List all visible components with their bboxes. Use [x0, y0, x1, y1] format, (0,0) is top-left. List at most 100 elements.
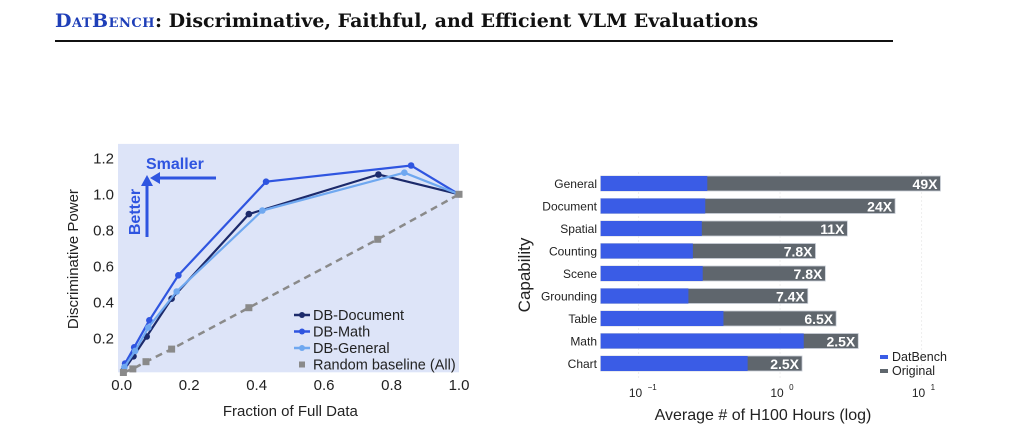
y-tick-label: 0.4 [93, 294, 114, 311]
category-label: Spatial [560, 222, 597, 236]
category-label: Scene [563, 267, 597, 281]
x-tick-label: 0.0 [111, 377, 132, 394]
bar-label: 24X [867, 199, 893, 215]
data-point [401, 169, 408, 176]
data-point [129, 365, 137, 373]
x-tick-label: 0.8 [381, 377, 402, 394]
x-tick-label: 0.4 [246, 377, 267, 394]
bar-row-table: 6.5X Table [568, 310, 837, 327]
y-tick-label: 0.6 [93, 258, 114, 275]
x-tick-label: 0.6 [314, 377, 335, 394]
category-label: Grounding [541, 290, 597, 304]
data-point [168, 345, 176, 353]
legend-marker [299, 361, 305, 368]
data-point [145, 324, 152, 331]
legend-label: Original [892, 364, 935, 378]
bar-row-counting: 7.8X Counting [549, 243, 816, 260]
bar-datbench [600, 266, 703, 281]
data-point [407, 162, 415, 169]
legend-label: Random baseline (All) [313, 358, 456, 374]
x-tick-exponent: 0 [789, 383, 794, 392]
category-label: Document [542, 200, 597, 214]
x-tick-label: 10 [912, 386, 926, 400]
x-tick-label: 10 [629, 386, 643, 400]
bar-label: 7.8X [784, 244, 813, 260]
data-point [142, 358, 150, 366]
data-point [259, 207, 266, 214]
bar-label: 6.5X [804, 311, 833, 327]
category-label: Math [570, 335, 597, 349]
y-tick-label: 1.2 [93, 150, 114, 167]
bar-datbench [600, 221, 702, 236]
bar-datbench [600, 243, 693, 259]
bar-row-document: 24X Document [542, 198, 896, 215]
series-db-math: DB-Math [121, 162, 463, 367]
brand-name: DatBench [55, 10, 156, 32]
bar-datbench [600, 356, 748, 371]
category-label: Table [568, 312, 597, 326]
data-point [245, 304, 253, 312]
x-tick-label: 10 [770, 386, 784, 400]
bar-label: 2.5X [770, 356, 799, 372]
data-point [175, 272, 182, 279]
legend-marker [299, 345, 305, 351]
arrow-left-icon [150, 172, 160, 184]
plot-shade [118, 143, 459, 373]
bar-row-chart: 2.5X Chart [568, 355, 803, 372]
data-point [121, 363, 128, 371]
bar-datbench [600, 198, 706, 214]
x-axis-label: Fraction of Full Data [223, 403, 359, 420]
data-point [374, 235, 382, 243]
legend-marker [299, 328, 305, 335]
bar-label: 7.8X [794, 266, 823, 282]
legend-marker [299, 312, 305, 318]
legend-label: DatBench [892, 350, 947, 364]
legend-label: DB-General [313, 341, 390, 357]
bar-row-general: 49X General [554, 175, 941, 192]
annotation-smaller: Smaller [146, 156, 204, 173]
data-point [119, 369, 127, 376]
legend-label: DB-Document [313, 308, 404, 324]
bar-datbench [600, 288, 689, 304]
x-tick-label: 0.2 [179, 377, 200, 394]
x-axis-label: Average # of H100 Hours (log) [655, 407, 872, 424]
category-label: General [554, 177, 597, 191]
x-tick-label: 1.0 [449, 377, 470, 394]
category-label: Counting [549, 245, 597, 259]
data-point [146, 317, 153, 324]
data-point [131, 347, 139, 355]
bar-datbench [600, 311, 724, 326]
header-rule [55, 40, 893, 42]
y-axis-label: Discriminative Power [65, 189, 82, 329]
bar-row-scene: 7.8X Scene [563, 265, 826, 282]
bar-label: 11X [820, 221, 845, 237]
annotation-better: Better [127, 189, 144, 235]
bar-label: 2.5X [826, 334, 855, 350]
legend-marker [880, 369, 888, 373]
y-tick-label: 1.0 [93, 186, 114, 203]
data-point [375, 171, 382, 178]
data-point [455, 190, 463, 198]
paper-header: DatBench: Discriminative, Faithful, and … [55, 10, 758, 32]
legend-label: DB-Math [313, 325, 370, 341]
series-random-baseline-all-: Random baseline (All) [119, 190, 463, 376]
series-db-general: DB-General [121, 169, 463, 371]
y-tick-label: 0.8 [93, 222, 114, 239]
legend-marker [880, 355, 888, 359]
data-point [262, 178, 270, 185]
category-label: Chart [568, 357, 598, 371]
x-tick-exponent: −1 [648, 383, 658, 392]
bar-datbench [600, 176, 708, 191]
x-tick-exponent: 1 [931, 383, 936, 392]
bar-datbench [600, 333, 804, 349]
arrow-up-icon [141, 175, 153, 186]
bar-label: 7.4X [776, 289, 805, 305]
bar-row-math: 2.5X Math [570, 333, 859, 350]
header-title: : Discriminative, Faithful, and Efficien… [155, 10, 759, 32]
bar-label: 49X [913, 176, 939, 192]
data-point [173, 288, 180, 295]
y-tick-label: 0.2 [93, 330, 114, 347]
y-axis-label: Capability [515, 237, 534, 312]
bar-row-grounding: 7.4X Grounding [541, 288, 809, 305]
